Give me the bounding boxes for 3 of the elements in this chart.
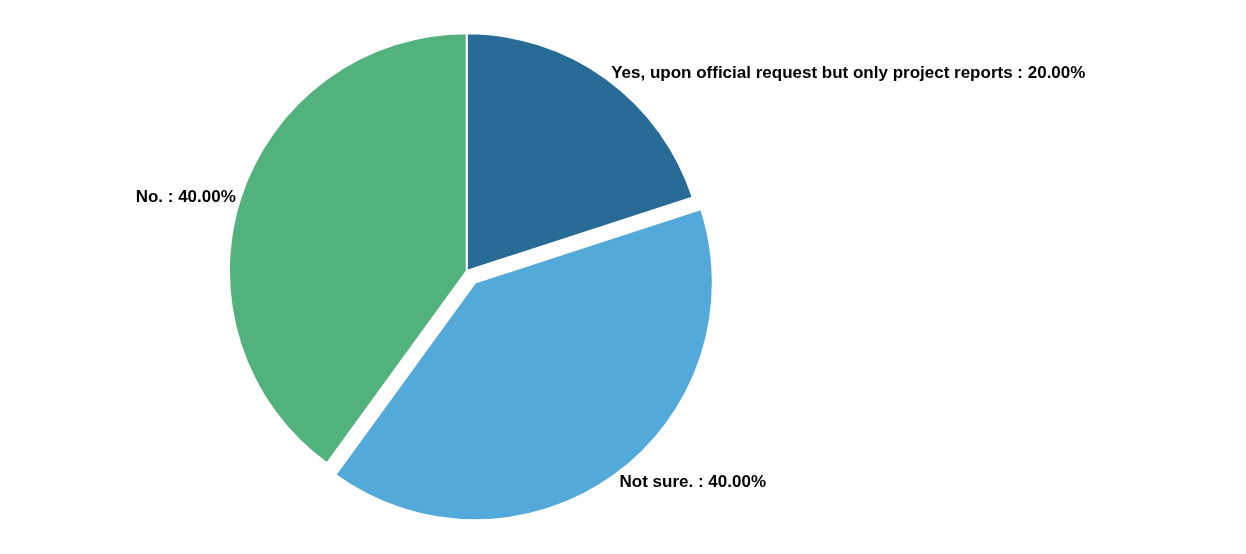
slice-label: No. : 40.00% xyxy=(135,187,236,207)
slice-label: Not sure. : 40.00% xyxy=(619,471,767,491)
slice-label: Yes, upon official request but only project reports : 20.00% xyxy=(611,62,1086,82)
